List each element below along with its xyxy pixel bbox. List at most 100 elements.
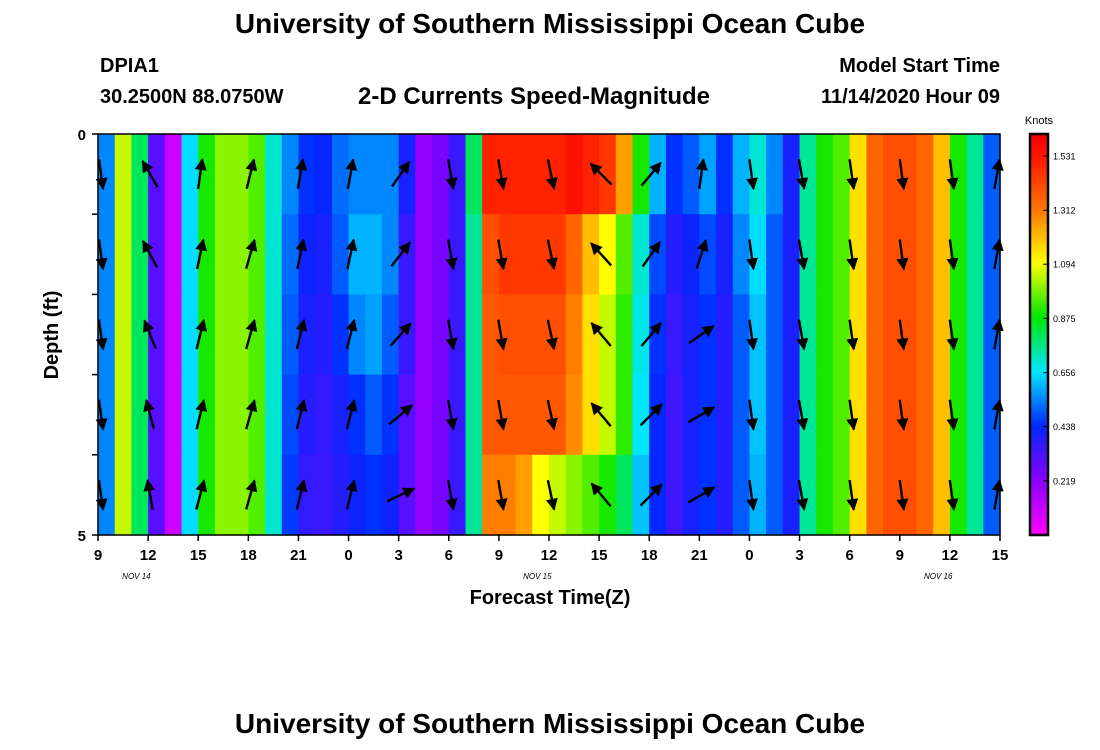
current-vector-arrow <box>746 159 758 191</box>
current-vector-arrow <box>746 399 758 431</box>
current-vector-arrow <box>295 479 308 510</box>
heat-cell <box>716 294 734 376</box>
heat-cell <box>164 374 183 456</box>
heat-cell <box>549 454 567 536</box>
colorbar-band <box>1030 434 1048 438</box>
colorbar-band <box>1030 304 1048 308</box>
heat-cell <box>766 214 784 295</box>
heat-cell <box>682 374 700 456</box>
colorbar-band <box>1030 339 1048 343</box>
heat-cell <box>432 214 450 295</box>
heat-cell <box>231 214 249 295</box>
colorbar-band <box>1030 316 1048 321</box>
x-tick-label: 0 <box>745 547 753 564</box>
heat-cell <box>415 294 433 376</box>
colorbar-band <box>1030 394 1048 398</box>
colorbar-band <box>1030 374 1048 378</box>
colorbar-band <box>1030 459 1048 463</box>
colorbar-tick-label: 0.656 <box>1053 368 1076 378</box>
heat-cell <box>331 134 350 215</box>
colorbar-band <box>1030 424 1048 428</box>
heat-cell <box>448 214 467 295</box>
colorbar-band <box>1030 389 1048 393</box>
colorbar-band <box>1030 364 1048 368</box>
heat-cell <box>682 134 700 215</box>
colorbar-band <box>1030 246 1048 250</box>
heat-cell <box>883 454 901 536</box>
heat-cell <box>498 374 517 456</box>
current-vector-arrow <box>946 399 959 431</box>
heat-cell <box>348 374 366 456</box>
heat-cell <box>348 294 366 376</box>
colorbar-band <box>1030 234 1048 238</box>
colorbar-band <box>1030 344 1048 348</box>
current-vector-arrow <box>495 239 508 271</box>
colorbar-band <box>1030 196 1048 200</box>
heat-cell <box>649 214 667 295</box>
heat-cell <box>515 374 533 456</box>
heat-cell <box>181 214 199 295</box>
colorbar-band <box>1030 239 1048 243</box>
current-vector-arrow <box>195 318 208 350</box>
current-vector-arrow <box>846 399 859 431</box>
heat-cell <box>214 134 233 215</box>
current-vector-arrow <box>389 322 412 347</box>
heat-cell <box>164 454 183 536</box>
colorbar-band <box>1030 214 1048 218</box>
current-vector-arrow <box>546 479 558 511</box>
x-tick-label: 18 <box>240 547 257 564</box>
current-vector-arrow <box>695 238 709 269</box>
colorbar-band <box>1030 229 1048 233</box>
current-vector-arrow <box>245 318 258 350</box>
heat-cell <box>716 134 734 215</box>
heat-cell <box>749 134 767 215</box>
heat-cell <box>732 374 751 456</box>
heat-cell <box>482 134 500 215</box>
heat-cell <box>98 134 116 215</box>
heat-cell <box>832 134 851 215</box>
colorbar-band <box>1030 414 1048 418</box>
current-vector-arrow <box>245 479 258 510</box>
current-vector-arrow <box>386 487 416 503</box>
colorbar-tick-label: 0.219 <box>1053 476 1076 486</box>
colorbar-band <box>1030 514 1048 519</box>
current-vector-arrow <box>590 402 612 427</box>
colorbar-band <box>1030 384 1048 388</box>
heat-cell <box>699 134 717 215</box>
heat-cell <box>214 294 233 376</box>
heat-cell <box>532 294 550 376</box>
colorbar-band <box>1030 407 1048 411</box>
current-vector-arrow <box>796 159 809 191</box>
heat-cell <box>248 454 266 536</box>
heat-cell <box>816 374 834 456</box>
current-vector-arrow <box>796 479 809 511</box>
heat-cell <box>498 214 517 295</box>
heat-cell <box>148 454 166 536</box>
heat-cell <box>866 454 884 536</box>
current-vector-arrow <box>390 241 411 267</box>
heat-cell <box>231 294 249 376</box>
heat-cell <box>732 454 751 536</box>
heat-cell <box>883 134 901 215</box>
heat-cell <box>565 374 584 456</box>
colorbar-band <box>1030 489 1048 493</box>
heat-cell <box>549 134 567 215</box>
heat-cell <box>415 454 433 536</box>
heat-cell <box>732 214 751 295</box>
colorbar-band <box>1030 419 1048 423</box>
current-vector-arrow <box>195 398 208 430</box>
heat-cell <box>866 374 884 456</box>
heat-cell <box>98 374 116 456</box>
heat-cell <box>799 134 817 215</box>
current-vector-arrow <box>546 319 558 351</box>
heat-cell <box>281 454 300 536</box>
heat-cell <box>615 214 634 295</box>
heat-cell <box>498 294 517 376</box>
colorbar-band <box>1030 397 1048 401</box>
heat-cell <box>231 134 249 215</box>
colorbar-band <box>1030 512 1048 516</box>
heat-cell <box>799 374 817 456</box>
heat-cell <box>933 294 951 376</box>
heat-cell <box>415 374 433 456</box>
footer-title: University of Southern Mississippi Ocean… <box>234 708 866 739</box>
